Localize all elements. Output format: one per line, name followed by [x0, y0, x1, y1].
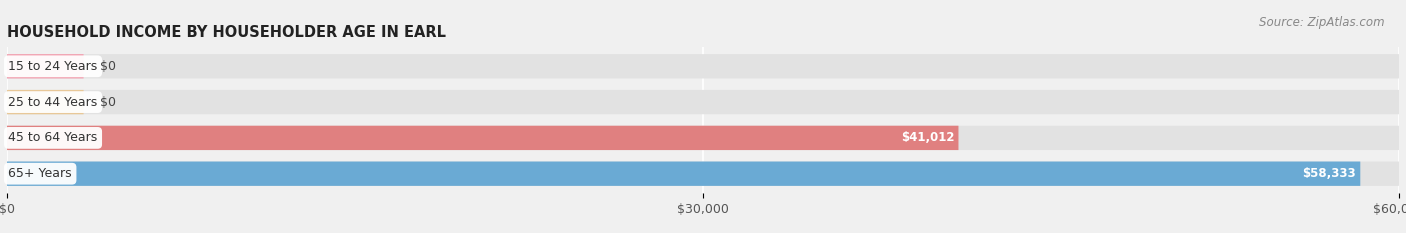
Text: $0: $0 — [100, 96, 117, 109]
FancyBboxPatch shape — [7, 54, 83, 79]
Text: 65+ Years: 65+ Years — [8, 167, 72, 180]
Text: $58,333: $58,333 — [1302, 167, 1357, 180]
Text: 45 to 64 Years: 45 to 64 Years — [8, 131, 97, 144]
FancyBboxPatch shape — [7, 90, 83, 114]
FancyBboxPatch shape — [7, 126, 1399, 150]
Text: 15 to 24 Years: 15 to 24 Years — [8, 60, 97, 73]
Text: Source: ZipAtlas.com: Source: ZipAtlas.com — [1260, 16, 1385, 29]
Text: HOUSEHOLD INCOME BY HOUSEHOLDER AGE IN EARL: HOUSEHOLD INCOME BY HOUSEHOLDER AGE IN E… — [7, 25, 446, 40]
FancyBboxPatch shape — [7, 161, 1399, 186]
Text: 25 to 44 Years: 25 to 44 Years — [8, 96, 97, 109]
FancyBboxPatch shape — [7, 126, 959, 150]
FancyBboxPatch shape — [7, 90, 1399, 114]
Text: $41,012: $41,012 — [901, 131, 955, 144]
FancyBboxPatch shape — [7, 161, 1360, 186]
Text: $0: $0 — [100, 60, 117, 73]
FancyBboxPatch shape — [7, 54, 1399, 79]
